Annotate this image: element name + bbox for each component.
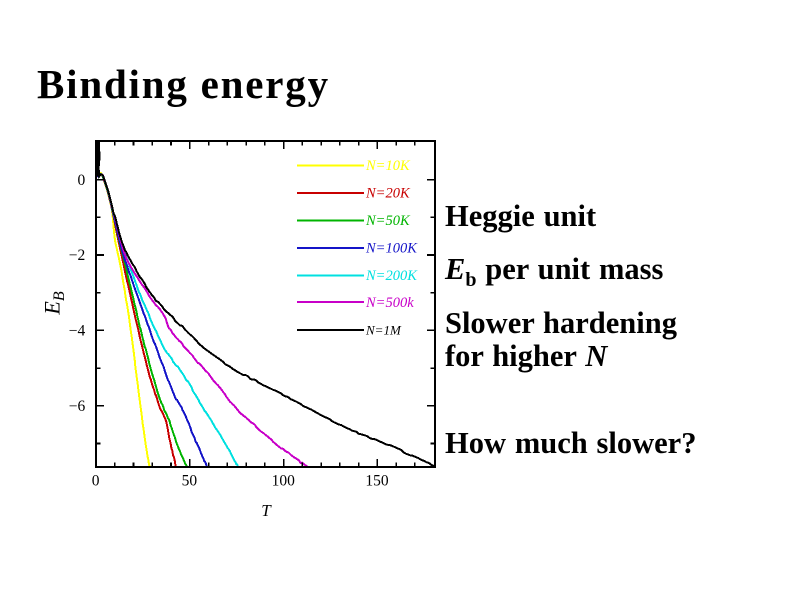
svg-text:150: 150 <box>365 473 389 490</box>
svg-text:0: 0 <box>92 473 100 490</box>
svg-text:−4: −4 <box>69 323 86 340</box>
svg-text:0: 0 <box>78 172 86 189</box>
svg-text:100: 100 <box>272 473 296 490</box>
svg-text:−6: −6 <box>69 398 86 415</box>
svg-text:N=200K: N=200K <box>365 268 418 284</box>
svg-text:T: T <box>261 501 272 520</box>
svg-text:N=1M: N=1M <box>365 323 402 338</box>
svg-text:N=20K: N=20K <box>365 186 411 202</box>
svg-text:50: 50 <box>182 473 198 490</box>
svg-text:N=500k: N=500k <box>365 295 414 311</box>
svg-text:EB: EB <box>40 291 69 315</box>
svg-text:N=100K: N=100K <box>365 241 418 257</box>
svg-text:N=10K: N=10K <box>365 158 411 174</box>
svg-text:N=50K: N=50K <box>365 213 411 229</box>
svg-text:−2: −2 <box>69 247 86 264</box>
